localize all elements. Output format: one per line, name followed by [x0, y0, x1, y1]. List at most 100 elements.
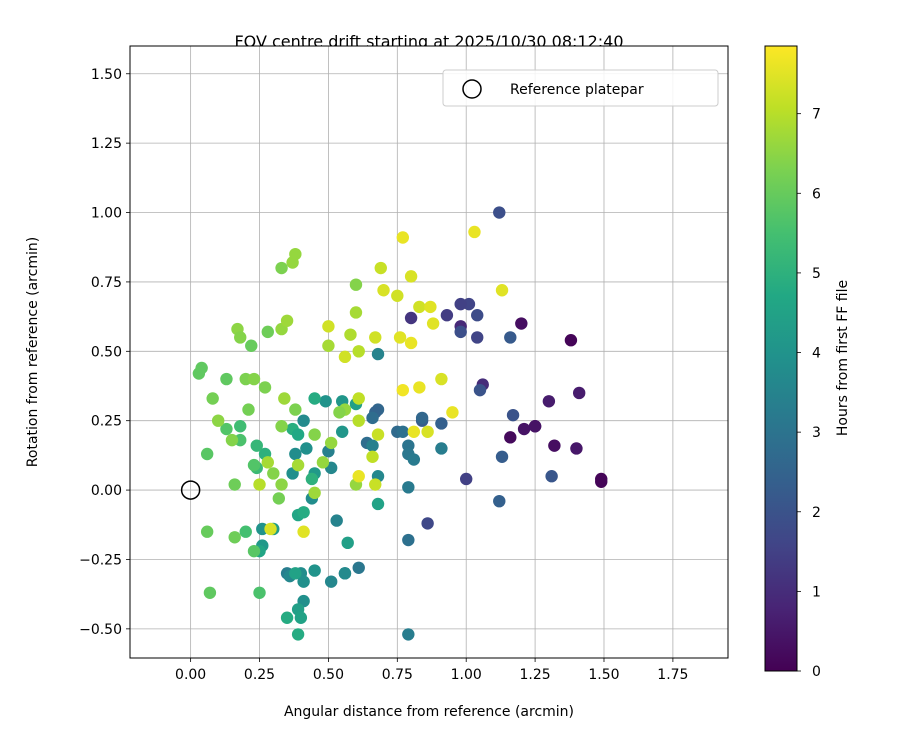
scatter-point — [239, 525, 252, 538]
scatter-point — [264, 522, 277, 536]
scatter-point — [300, 442, 313, 455]
x-tick-label: 1.00 — [451, 667, 482, 683]
scatter-point — [242, 403, 255, 416]
x-tick-label: 1.25 — [520, 667, 551, 683]
scatter-point — [506, 408, 520, 422]
scatter-point — [330, 514, 343, 527]
scatter-point — [515, 317, 528, 330]
x-tick-label: 0.00 — [175, 667, 206, 683]
scatter-point — [369, 331, 382, 344]
scatter-point — [493, 206, 506, 219]
y-tick-label: 0.75 — [91, 275, 122, 291]
scatter-point — [275, 478, 288, 491]
scatter-point — [206, 392, 219, 405]
scatter-point — [275, 261, 288, 275]
scatter-point — [289, 567, 302, 580]
scatter-point — [402, 481, 415, 494]
scatter-point — [352, 414, 365, 427]
scatter-point — [308, 564, 321, 577]
plot-background — [130, 46, 728, 658]
colorbar-tick-label: 5 — [812, 266, 821, 282]
y-tick-label: −0.25 — [79, 552, 122, 568]
scatter-point — [572, 386, 586, 400]
scatter-point — [247, 372, 261, 386]
y-tick-label: 1.00 — [91, 206, 122, 222]
colorbar-label: Hours from first FF file — [835, 280, 851, 436]
y-axis-ticks: −0.50 −0.25 0.00 0.25 0.50 0.75 1.00 1.25 1.50 — [79, 67, 130, 638]
scatter-point — [548, 439, 561, 452]
data-points — [192, 206, 608, 641]
scatter-point — [349, 306, 363, 319]
scatter-point — [454, 325, 467, 339]
scatter-point — [404, 311, 418, 325]
x-tick-label: 1.50 — [588, 667, 619, 683]
scatter-point — [291, 628, 305, 641]
scatter-point — [471, 331, 484, 344]
scatter-point — [366, 439, 379, 452]
scatter-point — [371, 428, 385, 441]
colorbar-tick-label: 6 — [812, 186, 821, 202]
scatter-point — [468, 225, 481, 239]
scatter-point — [421, 517, 434, 530]
x-axis-ticks: 0.00 0.25 0.50 0.75 1.00 1.25 1.50 1.75 — [175, 658, 688, 683]
scatter-point — [570, 442, 583, 455]
y-tick-label: −0.50 — [79, 622, 122, 638]
scatter-point — [289, 247, 302, 261]
scatter-point — [261, 325, 274, 339]
gridlines — [130, 46, 728, 658]
scatter-point — [341, 536, 354, 550]
scatter-point — [220, 422, 233, 436]
scatter-point — [234, 420, 247, 433]
y-axis-label: Rotation from reference (arcmin) — [25, 237, 41, 467]
scatter-point — [374, 261, 387, 275]
colorbar — [764, 45, 798, 672]
scatter-point — [272, 492, 286, 505]
scatter-point — [517, 422, 531, 436]
scatter-point — [504, 431, 517, 444]
scatter-point — [200, 525, 214, 538]
scatter-point — [446, 406, 459, 419]
scatter-point — [545, 470, 558, 483]
scatter-point — [234, 331, 247, 344]
scatter-point — [495, 284, 509, 297]
scatter-point — [275, 420, 288, 433]
colorbar-ticks: 0 1 2 3 4 5 6 7 — [797, 107, 821, 680]
scatter-point — [247, 544, 261, 558]
scatter-point — [493, 494, 506, 508]
scatter-point — [404, 270, 418, 283]
scatter-point — [454, 297, 467, 311]
y-tick-label: 1.25 — [91, 136, 122, 152]
scatter-point — [294, 611, 308, 624]
scatter-point — [426, 317, 440, 330]
colorbar-tick-label: 1 — [812, 584, 821, 600]
scatter-point — [421, 425, 434, 438]
scatter-point — [322, 320, 335, 333]
scatter-point — [228, 478, 241, 491]
scatter-point — [220, 372, 233, 386]
scatter-point — [308, 486, 321, 500]
legend-label-reference: Reference platepar — [510, 82, 644, 98]
scatter-point — [435, 417, 448, 430]
scatter-point — [440, 309, 454, 322]
scatter-point — [369, 478, 382, 491]
scatter-point — [435, 442, 448, 455]
scatter-point — [495, 450, 509, 463]
scatter-point — [528, 420, 542, 433]
scatter-point — [435, 372, 448, 386]
scatter-point — [291, 428, 305, 441]
scatter-point — [322, 339, 335, 352]
scatter-point — [308, 428, 321, 441]
scatter-point — [247, 458, 261, 472]
x-tick-label: 0.25 — [244, 667, 275, 683]
scatter-point — [267, 467, 280, 480]
scatter-point — [393, 331, 407, 344]
scatter-point — [366, 411, 379, 425]
colorbar-tick-label: 0 — [812, 664, 821, 680]
scatter-point — [460, 472, 473, 486]
legend-box — [442, 69, 719, 107]
scatter-point — [338, 350, 352, 364]
scatter-point — [352, 392, 365, 405]
scatter-point — [333, 406, 346, 419]
scatter-point — [319, 395, 332, 408]
scatter-point — [415, 411, 429, 425]
